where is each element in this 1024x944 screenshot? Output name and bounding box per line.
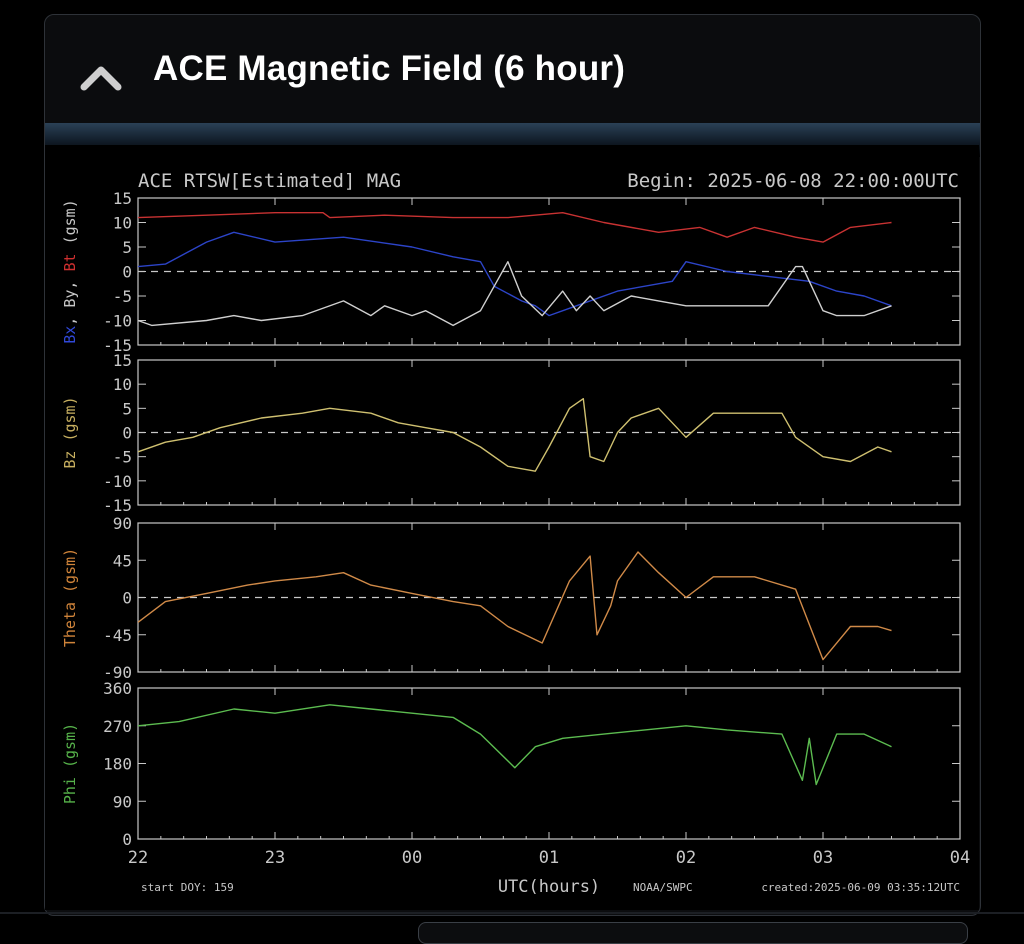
y-tick-label: 10 xyxy=(113,214,132,233)
x-tick-label: 00 xyxy=(402,848,422,868)
panel-title: ACE Magnetic Field (6 hour) xyxy=(153,49,626,88)
series-line-bz xyxy=(137,397,892,472)
y-tick-label: -15 xyxy=(103,336,132,355)
series-line-bx xyxy=(137,231,892,317)
chart-panel-3: 90 45 0 -45 -90 Theta (gsm) xyxy=(61,514,961,682)
y-tick-label: 360 xyxy=(103,679,132,698)
y-tick-label: -15 xyxy=(103,496,132,515)
y-tick-label: 5 xyxy=(122,399,132,418)
y-tick-label: -90 xyxy=(103,663,132,682)
chart-begin-label: Begin: 2025-06-08 22:00:00UTC xyxy=(627,170,959,192)
start-doy-label: start DOY: 159 xyxy=(141,881,234,894)
y-tick-label: 45 xyxy=(113,551,132,570)
x-tick-label: 23 xyxy=(265,848,285,868)
y-tick-label: 5 xyxy=(122,238,132,257)
y-axis-label-part: Bx xyxy=(61,326,79,344)
y-axis-label-part: (gsm) xyxy=(61,199,79,253)
x-tick-label: 03 xyxy=(813,848,833,868)
y-axis-label-part: Bz (gsm) xyxy=(61,396,79,468)
x-axis-label: UTC(hours) xyxy=(498,877,600,897)
y-tick-label: 0 xyxy=(122,830,132,849)
y-tick-label: 0 xyxy=(122,589,132,608)
chart-source-label: ACE RTSW[Estimated] MAG xyxy=(138,170,401,192)
y-tick-label: 0 xyxy=(122,263,132,282)
x-tick-label: 22 xyxy=(128,848,148,868)
chart-panel-4: 360 270 180 90 022 23 00 01 02 03 04 Phi (gsm) xyxy=(61,679,970,868)
plot-area: ACE RTSW[Estimated] MAG Begin: 2025-06-0… xyxy=(45,145,979,910)
y-tick-label: -5 xyxy=(113,448,132,467)
y-tick-label: 10 xyxy=(113,375,132,394)
panel-frame xyxy=(137,687,961,840)
y-axis-label: Bz (gsm) xyxy=(61,396,79,468)
y-tick-label: -10 xyxy=(103,472,132,491)
y-axis-label-part: Theta (gsm) xyxy=(61,548,79,647)
y-tick-label: 0 xyxy=(122,424,132,443)
y-axis-label-part: , By, xyxy=(61,272,79,326)
y-tick-label: 270 xyxy=(103,717,132,736)
series-line-theta xyxy=(137,551,892,661)
chevron-up-icon[interactable] xyxy=(79,59,123,95)
y-tick-label: 15 xyxy=(113,189,132,208)
chart-panel-2: 15 10 5 0 -5 -10 -15 Bz (gsm) xyxy=(61,351,961,515)
y-tick-label: 180 xyxy=(103,755,132,774)
series-line-phi xyxy=(137,704,892,786)
series-line-bt xyxy=(137,211,892,243)
credit-label: NOAA/SWPC xyxy=(633,881,693,894)
y-axis-label-part: Bt xyxy=(61,253,79,271)
y-axis-label: Phi (gsm) xyxy=(61,723,79,804)
y-tick-label: -5 xyxy=(113,287,132,306)
y-tick-label: 90 xyxy=(113,792,132,811)
x-tick-label: 02 xyxy=(676,848,696,868)
chart-panel-1: 15 10 5 0 -5 -10 -15 Bx, By, Bt (gsm) xyxy=(61,189,961,355)
y-axis-label: Theta (gsm) xyxy=(61,548,79,647)
bottom-divider xyxy=(0,912,1024,914)
y-tick-label: -45 xyxy=(103,626,132,645)
y-axis-label-part: Phi (gsm) xyxy=(61,723,79,804)
y-tick-label: 90 xyxy=(113,514,132,533)
x-tick-label: 04 xyxy=(950,848,970,868)
panel-header[interactable]: ACE Magnetic Field (6 hour) xyxy=(45,15,980,133)
y-axis-label: Bx, By, Bt (gsm) xyxy=(61,199,79,344)
mag-chart: ACE RTSW[Estimated] MAG Begin: 2025-06-0… xyxy=(61,170,970,897)
created-label: created:2025-06-09 03:35:12UTC xyxy=(761,881,960,894)
next-card[interactable] xyxy=(418,922,968,944)
y-tick-label: -10 xyxy=(103,312,132,331)
y-tick-label: 15 xyxy=(113,351,132,370)
x-tick-label: 01 xyxy=(539,848,559,868)
series-line-by xyxy=(137,260,892,327)
